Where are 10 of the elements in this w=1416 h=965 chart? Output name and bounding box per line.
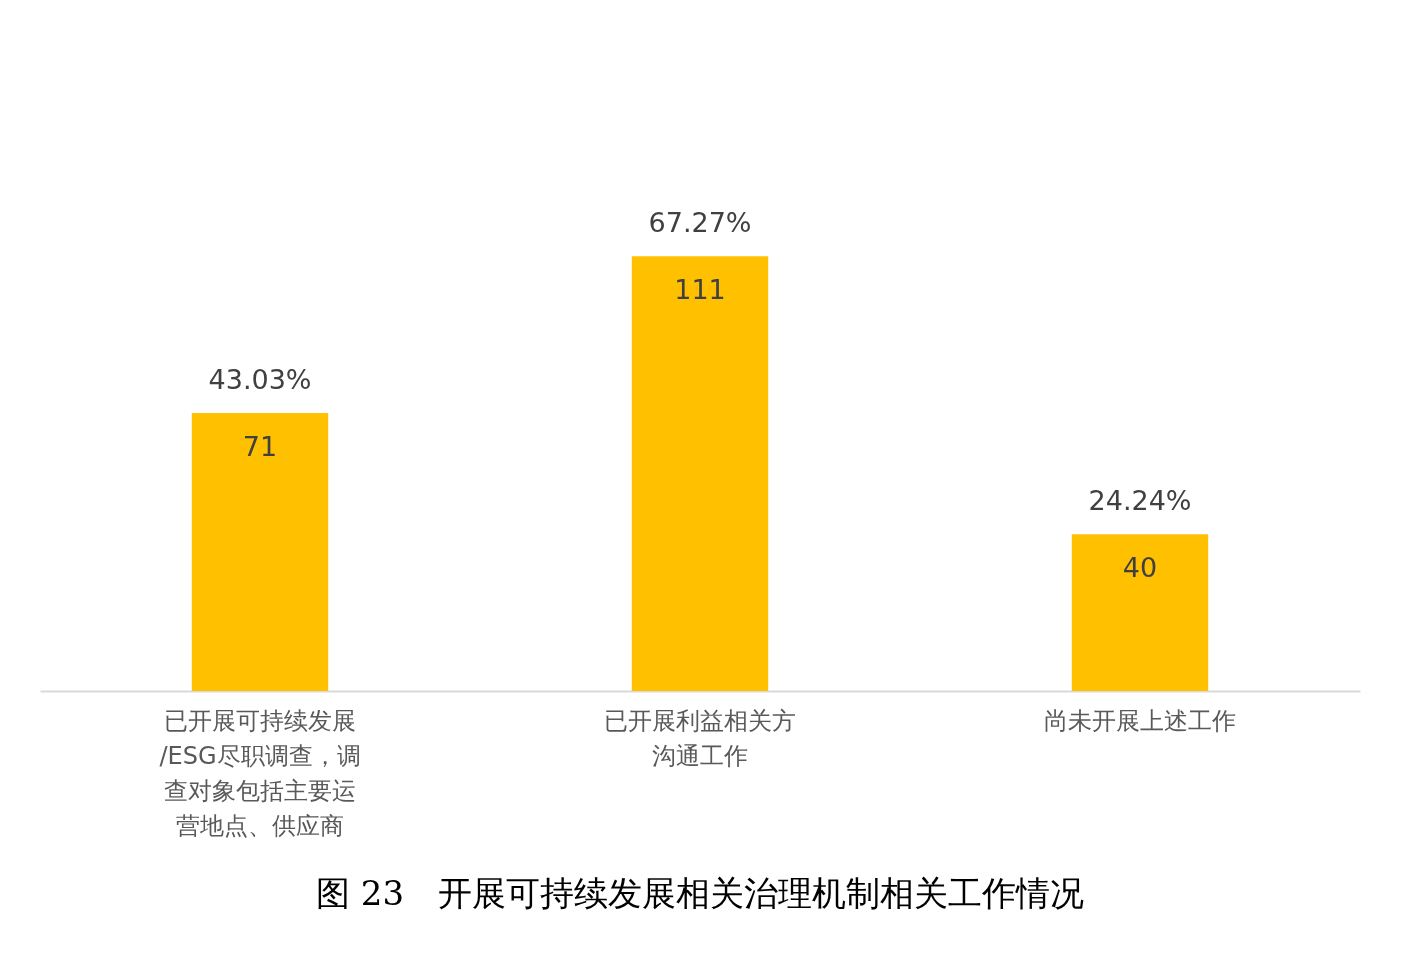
annotation: 67.27% <box>648 207 752 239</box>
data-label: 40 <box>1122 552 1158 584</box>
text: 图 23 开展可持续发展相关治理机制相关工作情况 <box>315 873 1085 913</box>
annotation: 43.03% <box>208 363 312 395</box>
x-tick-label: 已开展可持续发展/ESG尽职调查，调查对象包括主要运营地点、供应商 <box>159 706 361 840</box>
x-tick-label: 已开展利益相关方沟通工作 <box>604 706 796 770</box>
x-tick-label: 尚未开展上述工作 <box>1044 706 1236 735</box>
data-label: 111 <box>674 274 726 306</box>
annotation: 24.24% <box>1088 485 1192 517</box>
data-label: 71 <box>242 430 278 462</box>
